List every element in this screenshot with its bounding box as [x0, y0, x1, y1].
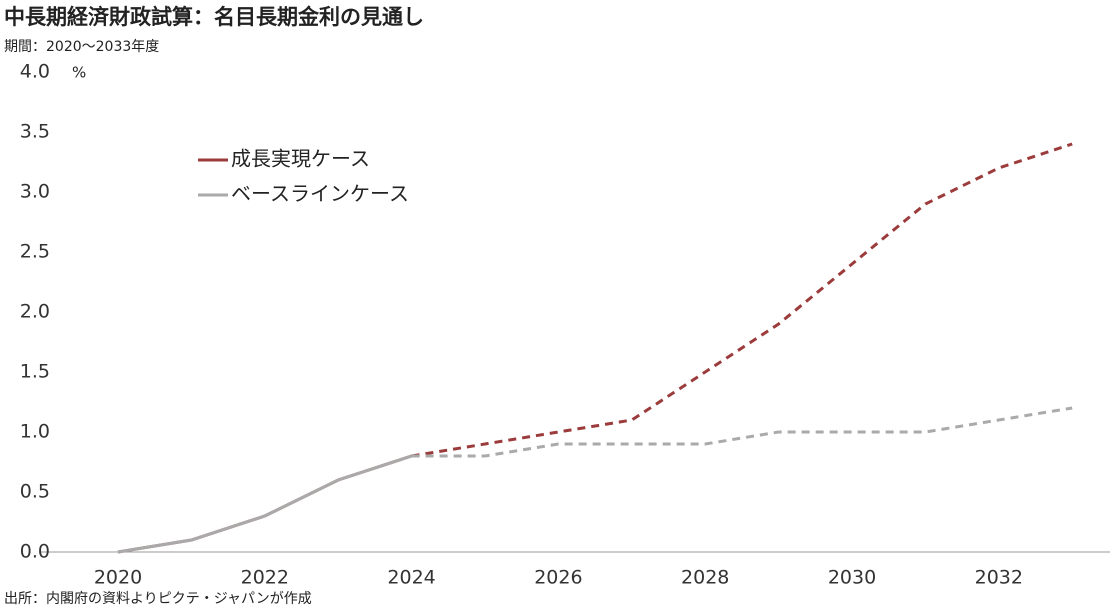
x-tick-label: 2032: [975, 567, 1023, 589]
y-tick-label: 2.0: [20, 301, 50, 323]
x-tick-label: 2028: [681, 567, 729, 589]
x-tick-label: 2030: [828, 567, 876, 589]
y-tick-label: 4.0: [20, 61, 50, 83]
x-tick-label: 2022: [241, 567, 289, 589]
chart-subtitle: 期間：2020～2033年度: [4, 39, 159, 55]
y-tick-label: 1.0: [20, 421, 50, 443]
y-tick-label: 0.0: [20, 541, 50, 563]
x-tick-label: 2020: [94, 567, 142, 589]
source: 出所：内閣府の資料よりピクテ・ジャパンが作成: [4, 591, 312, 607]
y-tick-label: 0.5: [20, 481, 50, 503]
legend-label: ベースラインケース: [231, 182, 409, 206]
y-tick-label: 2.5: [20, 241, 50, 263]
series-line: [411, 142, 1073, 458]
series-line: [411, 406, 1073, 458]
series-line: [117, 454, 413, 554]
y-tick-label: 1.5: [20, 361, 50, 383]
chart-title: 中長期経済財政試算：名目長期金利の見通し: [4, 5, 424, 29]
x-tick-label: 2026: [534, 567, 582, 589]
x-tick-label: 2024: [387, 567, 435, 589]
legend-label: 成長実現ケース: [231, 147, 370, 171]
y-unit: %: [72, 64, 86, 82]
y-tick-label: 3.5: [20, 121, 50, 143]
y-tick-label: 3.0: [20, 181, 50, 203]
